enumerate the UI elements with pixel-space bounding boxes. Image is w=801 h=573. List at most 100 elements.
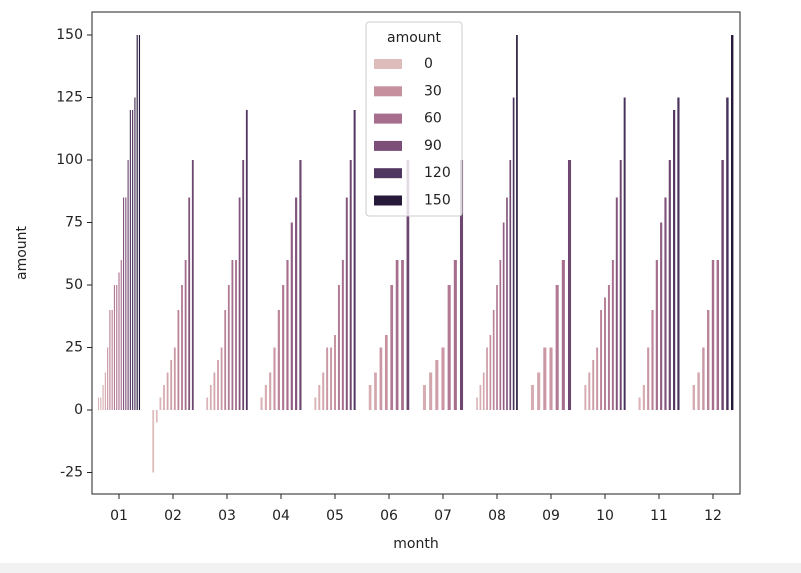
bar <box>231 260 234 410</box>
bar <box>299 160 302 410</box>
bar <box>623 97 626 410</box>
bar <box>224 310 227 410</box>
bar <box>109 310 111 410</box>
y-tick-label: 100 <box>56 152 83 168</box>
bar <box>129 110 131 410</box>
y-tick-label: 25 <box>65 340 83 356</box>
bar <box>592 360 595 410</box>
bar <box>509 160 512 410</box>
bar <box>673 110 676 410</box>
y-tick-label: -25 <box>60 465 83 481</box>
bar <box>492 310 495 410</box>
bar <box>368 385 372 410</box>
bar <box>159 397 162 410</box>
bar <box>406 160 410 410</box>
bar <box>716 260 719 410</box>
bar <box>721 160 724 410</box>
bar <box>220 347 223 410</box>
bar <box>100 397 102 410</box>
bar <box>459 160 464 410</box>
x-tick-label: 04 <box>272 508 290 524</box>
bar <box>326 347 329 410</box>
bar <box>269 372 272 410</box>
bar <box>122 197 125 410</box>
bar <box>422 385 427 410</box>
bar <box>209 385 212 410</box>
bar <box>314 397 317 410</box>
legend-title: amount <box>387 30 442 46</box>
bar <box>607 285 610 410</box>
bar <box>170 360 173 410</box>
bar <box>138 35 141 410</box>
legend-box <box>365 21 463 217</box>
bar <box>273 347 276 410</box>
bar <box>277 310 280 410</box>
bar <box>97 397 100 410</box>
bar <box>692 385 695 410</box>
bar <box>588 372 591 410</box>
bar <box>707 310 710 410</box>
bar <box>543 347 547 410</box>
bar <box>337 285 340 410</box>
bar <box>567 160 572 410</box>
bar <box>549 347 553 410</box>
bar <box>502 222 505 410</box>
bar <box>173 347 176 410</box>
bar <box>374 372 377 410</box>
y-tick-label: 0 <box>74 402 83 418</box>
bar <box>697 372 700 410</box>
bar <box>213 372 216 410</box>
legend-swatch <box>374 113 402 124</box>
x-tick-label: 03 <box>218 508 236 524</box>
bar <box>506 197 508 410</box>
bar <box>611 260 614 410</box>
bar <box>647 347 650 410</box>
legend-swatch <box>374 59 402 69</box>
bar <box>401 260 404 410</box>
bar <box>604 297 606 410</box>
bar <box>341 260 344 410</box>
x-tick-label: 02 <box>164 508 182 524</box>
bar <box>584 385 587 410</box>
x-axis-label: month <box>393 536 438 552</box>
bar <box>242 160 245 410</box>
bar <box>227 285 230 410</box>
bar <box>318 385 321 410</box>
bar <box>163 385 165 410</box>
bar <box>345 197 348 410</box>
bar <box>111 310 113 410</box>
bar <box>295 197 298 410</box>
x-tick-label: 01 <box>110 508 128 524</box>
bar <box>191 160 194 410</box>
bar <box>390 285 394 410</box>
bar <box>489 335 492 410</box>
bar <box>476 397 478 410</box>
bar <box>353 110 356 410</box>
bar <box>677 97 680 410</box>
bar <box>330 347 333 410</box>
bar <box>668 160 671 410</box>
legend-label: 150 <box>424 193 451 209</box>
bar <box>282 285 285 410</box>
legend-swatch <box>374 86 402 97</box>
bar <box>136 35 138 410</box>
bar <box>116 285 118 410</box>
bar <box>447 285 451 410</box>
bar <box>120 260 122 410</box>
bar <box>334 335 336 410</box>
bar <box>530 385 535 410</box>
legend-label: 0 <box>424 56 433 72</box>
y-tick-label: 150 <box>56 27 83 43</box>
bar <box>102 385 104 410</box>
legend-label: 60 <box>424 111 442 127</box>
y-axis-label: amount <box>14 225 30 280</box>
bar <box>379 347 383 410</box>
x-tick-label: 10 <box>596 508 614 524</box>
bar <box>555 285 559 410</box>
x-tick-label: 05 <box>326 508 344 524</box>
bar <box>395 260 399 410</box>
bar <box>155 410 158 423</box>
y-tick-label: 125 <box>56 90 83 106</box>
bar <box>132 110 134 410</box>
bar <box>188 197 191 410</box>
